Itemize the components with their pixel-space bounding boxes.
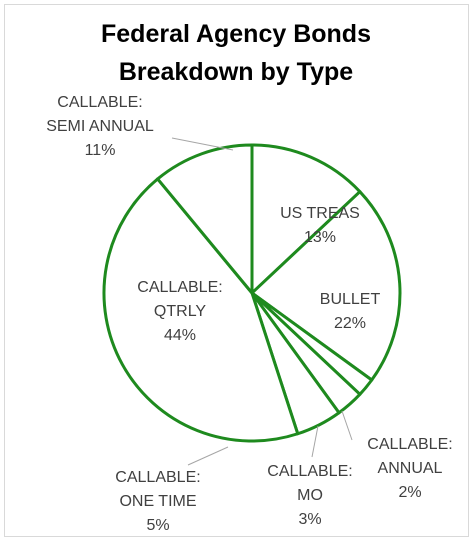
- data-label-0: US TREAS 13%: [280, 205, 360, 246]
- data-label-line: 2%: [398, 484, 421, 501]
- leader-line-3: [311, 425, 319, 458]
- data-label-line: SEMI ANNUAL: [46, 118, 154, 135]
- leader-line-2: [341, 410, 353, 441]
- data-label-line: ONE TIME: [119, 493, 196, 510]
- data-label-line: 22%: [334, 315, 366, 332]
- data-label-3: CALLABLE: MO 3%: [267, 463, 352, 528]
- data-label-line: 44%: [164, 327, 196, 344]
- data-label-line: 11%: [85, 142, 116, 159]
- data-label-line: CALLABLE:: [367, 436, 452, 453]
- data-label-line: QTRLY: [154, 303, 206, 320]
- data-label-5: CALLABLE: QTRLY 44%: [137, 279, 222, 344]
- data-label-line: CALLABLE:: [57, 94, 142, 111]
- data-label-line: CALLABLE:: [267, 463, 352, 480]
- data-label-line: CALLABLE:: [137, 279, 222, 296]
- data-label-4: CALLABLE: ONE TIME 5%: [115, 469, 200, 534]
- chart-title-line-2: Breakdown by Type: [119, 58, 353, 86]
- chart-title-line-1: Federal Agency Bonds: [101, 20, 371, 48]
- data-label-line: 5%: [146, 517, 169, 534]
- data-label-line: MO: [297, 487, 323, 504]
- data-label-6: CALLABLE: SEMI ANNUAL 11%: [46, 94, 154, 159]
- data-label-1: BULLET 22%: [320, 291, 381, 332]
- data-label-2: CALLABLE: ANNUAL 2%: [367, 436, 452, 501]
- data-label-line: 13%: [304, 229, 336, 246]
- data-label-line: ANNUAL: [378, 460, 443, 477]
- data-label-line: US TREAS: [280, 205, 360, 222]
- leader-line-4: [187, 446, 229, 466]
- data-label-line: CALLABLE:: [115, 469, 200, 486]
- pie-slice-bullet: [250, 190, 402, 382]
- data-label-line: 3%: [298, 511, 321, 528]
- data-label-line: BULLET: [320, 291, 381, 308]
- pie-slice-us-treas: [250, 143, 362, 295]
- pie-slice-callable-semi-annual: [156, 143, 254, 295]
- pie-slice-callable-qtrly: [102, 177, 300, 443]
- leader-line-6: [171, 137, 234, 151]
